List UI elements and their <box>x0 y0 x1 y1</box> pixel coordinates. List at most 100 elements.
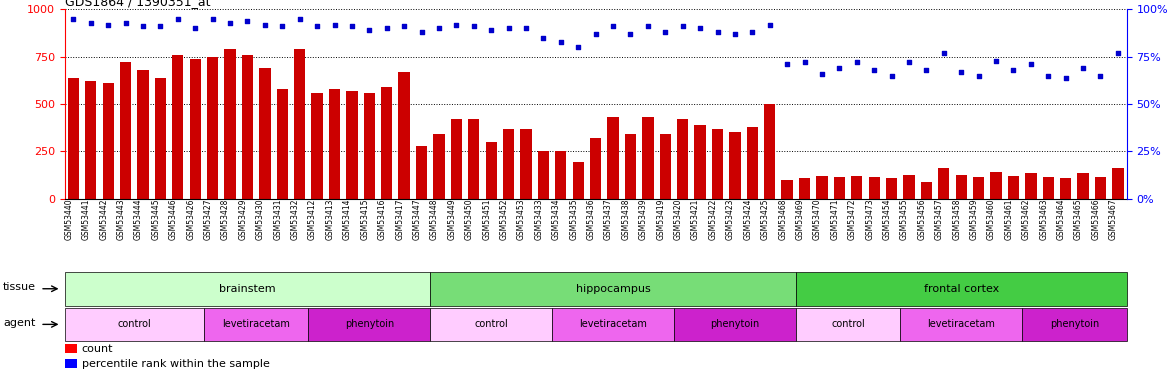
Text: GSM53429: GSM53429 <box>239 199 247 240</box>
Text: GSM53413: GSM53413 <box>326 199 334 240</box>
Text: GSM53468: GSM53468 <box>779 199 787 240</box>
Bar <box>796 272 1127 306</box>
Text: GSM53458: GSM53458 <box>953 199 961 240</box>
Bar <box>590 138 601 199</box>
Text: GSM53412: GSM53412 <box>308 199 318 240</box>
Point <box>1038 73 1057 79</box>
Text: GSM53445: GSM53445 <box>152 199 160 240</box>
Point <box>308 23 327 29</box>
Point <box>743 29 762 35</box>
Bar <box>711 129 723 199</box>
Text: brainstem: brainstem <box>219 284 276 294</box>
Point <box>1091 73 1110 79</box>
Text: GSM53462: GSM53462 <box>1022 199 1031 240</box>
Bar <box>677 119 688 199</box>
Text: GSM53416: GSM53416 <box>377 199 387 240</box>
Bar <box>799 178 810 199</box>
Bar <box>695 125 706 199</box>
Text: GSM53435: GSM53435 <box>569 199 579 240</box>
Bar <box>520 129 532 199</box>
Point <box>447 21 466 27</box>
Text: GSM53436: GSM53436 <box>587 199 595 240</box>
Text: GSM53438: GSM53438 <box>621 199 630 240</box>
Point <box>621 31 640 37</box>
Text: GSM53472: GSM53472 <box>848 199 857 240</box>
Bar <box>1077 173 1089 199</box>
Bar <box>642 117 654 199</box>
Bar <box>503 129 514 199</box>
Point <box>639 23 657 29</box>
Text: GSM53415: GSM53415 <box>360 199 369 240</box>
Text: GSM53430: GSM53430 <box>256 199 265 240</box>
Text: GSM53422: GSM53422 <box>708 199 717 240</box>
Text: control: control <box>831 320 864 329</box>
Bar <box>796 308 901 341</box>
Bar <box>1008 176 1020 199</box>
Bar <box>203 308 308 341</box>
Bar <box>155 78 166 199</box>
Text: GSM53433: GSM53433 <box>534 199 543 240</box>
Bar <box>834 177 846 199</box>
Text: control: control <box>474 320 508 329</box>
Bar <box>782 180 793 199</box>
Text: GSM53439: GSM53439 <box>639 199 648 240</box>
Bar <box>172 55 183 199</box>
Bar <box>276 89 288 199</box>
Text: GSM53425: GSM53425 <box>761 199 770 240</box>
Point <box>482 27 501 33</box>
Bar <box>921 182 933 199</box>
Point <box>255 21 274 27</box>
Bar <box>956 175 967 199</box>
Point <box>203 16 222 22</box>
Point <box>342 23 361 29</box>
Bar <box>450 119 462 199</box>
Point <box>412 29 430 35</box>
Text: GSM53454: GSM53454 <box>883 199 891 240</box>
Point <box>429 26 448 32</box>
Text: GSM53437: GSM53437 <box>604 199 613 240</box>
Text: GSM53449: GSM53449 <box>447 199 456 240</box>
Point <box>935 50 954 56</box>
Point <box>360 27 379 33</box>
Point <box>552 39 570 45</box>
Point <box>516 26 535 32</box>
Point <box>674 23 693 29</box>
Text: GSM53419: GSM53419 <box>656 199 666 240</box>
Text: GSM53441: GSM53441 <box>82 199 91 240</box>
Text: GSM53427: GSM53427 <box>203 199 213 240</box>
Text: percentile rank within the sample: percentile rank within the sample <box>81 359 269 369</box>
Text: GSM53459: GSM53459 <box>970 199 978 240</box>
Point <box>151 23 169 29</box>
Bar <box>65 344 78 353</box>
Text: GSM53444: GSM53444 <box>134 199 143 240</box>
Bar <box>624 134 636 199</box>
Text: GSM53453: GSM53453 <box>517 199 526 240</box>
Point <box>830 65 849 71</box>
Point <box>221 20 240 26</box>
Point <box>690 26 709 32</box>
Bar <box>416 146 427 199</box>
Point <box>186 26 205 32</box>
Bar <box>1060 178 1071 199</box>
Point <box>951 69 970 75</box>
Bar <box>674 308 796 341</box>
Point <box>273 23 292 29</box>
Point <box>777 61 796 67</box>
Bar <box>486 142 496 199</box>
Point <box>168 16 187 22</box>
Text: GSM53414: GSM53414 <box>343 199 352 240</box>
Bar <box>816 176 828 199</box>
Point <box>395 23 414 29</box>
Bar <box>990 172 1002 199</box>
Point <box>1004 67 1023 73</box>
Bar <box>1025 173 1036 199</box>
Point <box>465 23 483 29</box>
Point <box>969 73 988 79</box>
Bar <box>225 49 235 199</box>
Bar <box>381 87 393 199</box>
Text: GSM53432: GSM53432 <box>290 199 300 240</box>
Bar <box>552 308 674 341</box>
Bar <box>468 119 480 199</box>
Text: GSM53465: GSM53465 <box>1074 199 1083 240</box>
Bar <box>938 168 949 199</box>
